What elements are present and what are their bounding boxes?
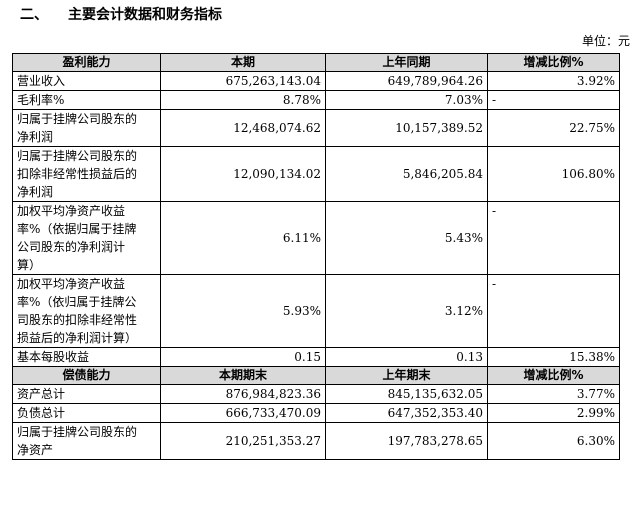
section-title: 主要会计数据和财务指标 xyxy=(68,7,222,23)
profitability-header-row: 盈利能力 本期 上年同期 增减比例% xyxy=(12,53,620,72)
current-value: 8.78% xyxy=(160,90,326,110)
change-value: - xyxy=(487,274,620,348)
current-value: 0.15 xyxy=(160,347,326,367)
header-category: 盈利能力 xyxy=(12,53,161,72)
current-value: 5.93% xyxy=(160,274,326,348)
section-heading: 二、 主要会计数据和财务指标 xyxy=(20,5,222,25)
table-row: 加权平均净资产收益 率%（依归属于挂牌公 司股东的扣除非经常性 损益后的净利润计… xyxy=(12,274,620,348)
row-label: 负债总计 xyxy=(12,403,161,423)
table-row: 归属于挂牌公司股东的 净利润 12,468,074.62 10,157,389.… xyxy=(12,109,620,147)
header-previous: 上年期末 xyxy=(325,366,488,385)
change-value: 6.30% xyxy=(487,422,620,460)
table-row: 负债总计 666,733,470.09 647,352,353.40 2.99% xyxy=(12,403,620,423)
row-label: 基本每股收益 xyxy=(12,347,161,367)
table-row: 营业收入 675,263,143.04 649,789,964.26 3.92% xyxy=(12,71,620,91)
previous-value: 10,157,389.52 xyxy=(325,109,488,147)
current-value: 876,984,823.36 xyxy=(160,384,326,404)
current-value: 210,251,353.27 xyxy=(160,422,326,460)
current-value: 12,090,134.02 xyxy=(160,146,326,202)
row-label: 加权平均净资产收益 率%（依据归属于挂牌 公司股东的净利润计 算） xyxy=(12,201,161,275)
previous-value: 7.03% xyxy=(325,90,488,110)
header-change: 增减比例% xyxy=(487,366,620,385)
current-value: 12,468,074.62 xyxy=(160,109,326,147)
row-label: 毛利率% xyxy=(12,90,161,110)
change-value: 3.77% xyxy=(487,384,620,404)
header-change: 增减比例% xyxy=(487,53,620,72)
row-label: 资产总计 xyxy=(12,384,161,404)
current-value: 675,263,143.04 xyxy=(160,71,326,91)
row-label: 归属于挂牌公司股东的 扣除非经常性损益后的 净利润 xyxy=(12,146,161,202)
previous-value: 5,846,205.84 xyxy=(325,146,488,202)
table-row: 归属于挂牌公司股东的 扣除非经常性损益后的 净利润 12,090,134.02 … xyxy=(12,146,620,202)
row-label: 归属于挂牌公司股东的 净资产 xyxy=(12,422,161,460)
unit-label: 单位：元 xyxy=(581,34,630,48)
change-value: 22.75% xyxy=(487,109,620,147)
header-previous: 上年同期 xyxy=(325,53,488,72)
table-row: 基本每股收益 0.15 0.13 15.38% xyxy=(12,347,620,367)
header-current: 本期期末 xyxy=(160,366,326,385)
table-row: 毛利率% 8.78% 7.03% - xyxy=(12,90,620,110)
current-value: 6.11% xyxy=(160,201,326,275)
previous-value: 197,783,278.65 xyxy=(325,422,488,460)
change-value: 2.99% xyxy=(487,403,620,423)
table-row: 归属于挂牌公司股东的 净资产 210,251,353.27 197,783,27… xyxy=(12,422,620,460)
row-label: 营业收入 xyxy=(12,71,161,91)
previous-value: 845,135,632.05 xyxy=(325,384,488,404)
change-value: - xyxy=(487,90,620,110)
row-label: 加权平均净资产收益 率%（依归属于挂牌公 司股东的扣除非经常性 损益后的净利润计… xyxy=(12,274,161,348)
previous-value: 649,789,964.26 xyxy=(325,71,488,91)
previous-value: 3.12% xyxy=(325,274,488,348)
table-row: 加权平均净资产收益 率%（依据归属于挂牌 公司股东的净利润计 算） 6.11% … xyxy=(12,201,620,275)
table-row: 资产总计 876,984,823.36 845,135,632.05 3.77% xyxy=(12,384,620,404)
financial-indicators-table: 盈利能力 本期 上年同期 增减比例% 营业收入 675,263,143.04 6… xyxy=(12,53,620,460)
change-value: 3.92% xyxy=(487,71,620,91)
current-value: 666,733,470.09 xyxy=(160,403,326,423)
previous-value: 0.13 xyxy=(325,347,488,367)
change-value: - xyxy=(487,201,620,275)
section-number: 二、 xyxy=(20,7,48,23)
row-label: 归属于挂牌公司股东的 净利润 xyxy=(12,109,161,147)
header-current: 本期 xyxy=(160,53,326,72)
change-value: 15.38% xyxy=(487,347,620,367)
solvency-header-row: 偿债能力 本期期末 上年期末 增减比例% xyxy=(12,366,620,385)
previous-value: 647,352,353.40 xyxy=(325,403,488,423)
previous-value: 5.43% xyxy=(325,201,488,275)
header-category: 偿债能力 xyxy=(12,366,161,385)
change-value: 106.80% xyxy=(487,146,620,202)
